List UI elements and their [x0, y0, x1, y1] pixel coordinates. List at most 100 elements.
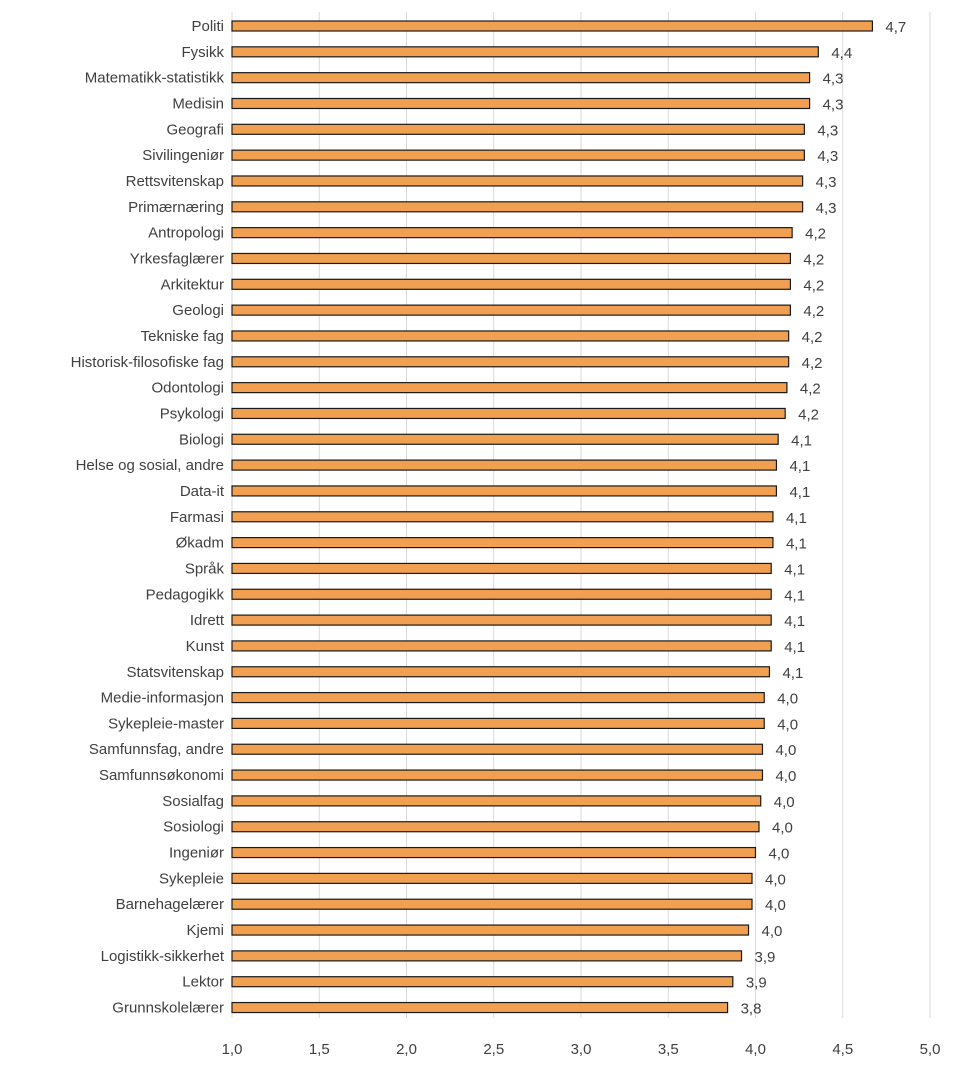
category-label: Sosialfag: [162, 793, 224, 810]
category-label: Primærnæring: [128, 199, 224, 216]
category-label: Matematikk-statistikk: [85, 70, 225, 87]
category-label: Psykologi: [160, 405, 224, 422]
category-label: Geografi: [166, 121, 224, 138]
x-tick-label: 3,0: [571, 1041, 592, 1058]
value-label: 4,7: [885, 19, 906, 36]
value-label: 4,0: [765, 871, 786, 888]
category-label: Sykepleie: [159, 870, 224, 887]
category-label: Farmasi: [170, 509, 224, 526]
category-label: Samfunnsfag, andre: [89, 741, 224, 758]
bar: [231, 407, 786, 420]
bar: [231, 898, 753, 910]
bar: [231, 691, 765, 704]
value-label: 4,3: [823, 96, 844, 113]
bar: [231, 97, 811, 110]
bar: [231, 950, 743, 962]
bar: [231, 330, 790, 342]
value-label: 4,1: [789, 484, 810, 501]
bar: [231, 536, 774, 549]
bar: [231, 20, 874, 32]
value-label: 4,0: [775, 768, 796, 785]
value-label: 4,0: [774, 794, 795, 811]
value-label: 4,1: [784, 639, 805, 656]
value-label: 4,2: [803, 277, 824, 294]
bar: [231, 769, 764, 781]
x-tick-label: 5,0: [920, 1041, 941, 1058]
bar: [231, 976, 734, 988]
value-label: 4,2: [802, 355, 823, 372]
category-label: Yrkesfaglærer: [130, 250, 224, 267]
bar: [231, 175, 804, 187]
value-label: 4,0: [765, 897, 786, 914]
bar: [231, 72, 811, 84]
category-label: Statsvitenskap: [126, 664, 224, 681]
value-label: 4,2: [803, 303, 824, 320]
value-label: 4,0: [772, 820, 793, 837]
category-label: Sykepleie-master: [108, 715, 224, 732]
bar: [231, 717, 765, 730]
x-tick-label: 3,5: [658, 1041, 679, 1058]
category-label: Arkitektur: [161, 276, 224, 293]
bar: [231, 485, 778, 497]
value-label: 4,1: [782, 665, 803, 682]
bars: [231, 20, 874, 1014]
x-tick-label: 4,5: [832, 1041, 853, 1058]
bar: [231, 821, 760, 833]
value-label: 4,1: [791, 432, 812, 449]
value-label: 4,0: [762, 923, 783, 940]
bar: [231, 1001, 729, 1014]
bar: [231, 795, 762, 807]
value-label: 4,0: [777, 691, 798, 708]
bar: [231, 252, 792, 265]
category-label: Odontologi: [151, 380, 224, 397]
x-tick-label: 2,5: [483, 1041, 504, 1058]
category-label: Fysikk: [182, 44, 225, 61]
x-tick-label: 2,0: [396, 1041, 417, 1058]
value-label: 4,2: [805, 226, 826, 243]
value-label: 3,9: [755, 949, 776, 966]
value-label: 3,8: [741, 1001, 762, 1018]
bar: [231, 614, 772, 626]
value-label: 4,1: [786, 510, 807, 527]
category-label: Kjemi: [186, 922, 224, 939]
bar: [231, 562, 772, 575]
category-label: Kunst: [186, 638, 225, 655]
category-label: Ingeniør: [169, 845, 224, 862]
category-label: Økadm: [176, 535, 224, 552]
category-label: Tekniske fag: [141, 328, 224, 345]
category-label: Rettsvitenskap: [126, 173, 224, 190]
bar: [231, 201, 804, 213]
category-label: Sivilingeniør: [142, 147, 224, 164]
value-label: 4,3: [817, 148, 838, 165]
value-label: 4,2: [798, 406, 819, 423]
value-labels: 4,7 4,4 4,3 4,3 4,3 4,3 4,3 4,3 4,2 4,2 4,2 4,2 4,2 4…: [741, 19, 907, 1018]
category-label: Geologi: [172, 302, 224, 319]
value-label: 4,3: [816, 200, 837, 217]
bar: [231, 433, 779, 445]
bar: [231, 924, 750, 936]
category-label: Biologi: [179, 431, 224, 448]
category-label: Data-it: [180, 483, 225, 500]
value-label: 4,2: [803, 251, 824, 268]
category-label: Grunnskolelærer: [112, 1000, 224, 1017]
bar: [231, 846, 757, 859]
value-label: 4,1: [784, 613, 805, 630]
bar: [231, 304, 792, 316]
x-axis-tick-labels: 1,0 1,5 2,0 2,5 3,0 3,5 4,0 4,5 5,0: [222, 1041, 941, 1058]
category-label: Medisin: [172, 95, 224, 112]
category-label: Pedagogikk: [146, 586, 225, 603]
bar: [231, 666, 771, 678]
category-label: Samfunnsøkonomi: [99, 767, 224, 784]
category-label: Sosiologi: [163, 819, 224, 836]
bar: [231, 149, 805, 161]
value-label: 4,3: [817, 122, 838, 139]
value-label: 4,3: [823, 71, 844, 88]
category-labels: Politi Fysikk Matematikk-statistikk Medisin…: [71, 18, 225, 1017]
bar: [231, 46, 819, 58]
value-label: 4,2: [802, 329, 823, 346]
value-label: 4,2: [800, 381, 821, 398]
value-label: 4,1: [786, 536, 807, 553]
bar: [231, 356, 790, 368]
bar: [231, 743, 764, 755]
